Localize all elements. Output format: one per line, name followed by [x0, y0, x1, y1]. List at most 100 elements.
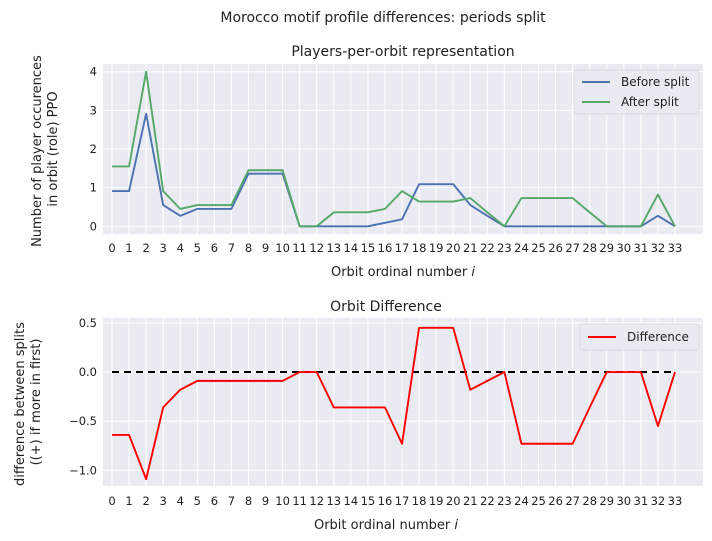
- x-tick-label: 14: [344, 494, 359, 508]
- x-tick-label: 22: [480, 241, 495, 255]
- x-tick-label: 17: [395, 241, 410, 255]
- x-tick-label: 31: [634, 241, 649, 255]
- bottom-y-axis-label-line1: difference between splits: [13, 322, 28, 486]
- x-tick-label: 30: [616, 241, 631, 255]
- bottom-chart-title: Orbit Difference: [330, 299, 442, 315]
- x-tick-label: 31: [634, 494, 649, 508]
- top-legend-label-after: After split: [621, 95, 679, 109]
- x-tick-label: 12: [309, 494, 324, 508]
- bottom-x-ticks: 0 1 2 3 4 5 6 7 8 9 10 11 12 13 14 15 16 17 18 19 20 21 22 23 24…: [108, 494, 682, 508]
- x-tick-label: 22: [480, 494, 495, 508]
- x-tick-label: 6: [211, 494, 218, 508]
- y-tick-label: 0: [90, 219, 97, 233]
- x-tick-label: 11: [292, 241, 307, 255]
- x-tick-label: 7: [228, 494, 235, 508]
- x-tick-label: 27: [565, 494, 580, 508]
- x-tick-label: 32: [651, 241, 666, 255]
- x-tick-label: 0: [108, 241, 115, 255]
- bottom-chart: 0 1 2 3 4 5 6 7 8 9 10 11 12 13 14 15 16 17 18 19 20 21 22 23 24…: [13, 299, 703, 533]
- x-tick-label: 14: [344, 241, 359, 255]
- x-tick-label: 4: [177, 494, 184, 508]
- x-tick-label: 9: [262, 241, 269, 255]
- x-tick-label: 15: [361, 494, 376, 508]
- x-tick-label: 10: [275, 241, 290, 255]
- x-tick-label: 13: [326, 494, 341, 508]
- bottom-legend: Difference: [579, 323, 700, 351]
- top-chart: 0 1 2 3 4 5 6 7 8 9 10 11 12 13 14 15 16 17 18 19 20 21 22 23 24…: [30, 44, 703, 280]
- bottom-y-axis-label-line2: ((+) if more in first): [29, 339, 44, 466]
- x-tick-label: 23: [497, 494, 512, 508]
- y-tick-label: 0.0: [79, 365, 97, 379]
- x-tick-label: 19: [429, 494, 444, 508]
- top-y-axis-label: Number of player occurences in orbit (ro…: [30, 51, 61, 247]
- series-line-difference: [112, 326, 676, 481]
- x-tick-label: 28: [582, 241, 597, 255]
- x-tick-label: 25: [531, 241, 546, 255]
- x-tick-label: 30: [616, 494, 631, 508]
- bottom-legend-label-difference: Difference: [627, 330, 689, 344]
- x-tick-label: 3: [160, 494, 167, 508]
- x-tick-label: 3: [160, 241, 167, 255]
- x-tick-label: 0: [108, 494, 115, 508]
- x-tick-label: 9: [262, 494, 269, 508]
- top-series-lines: [112, 70, 676, 228]
- x-tick-label: 24: [514, 494, 529, 508]
- x-tick-label: 24: [514, 241, 529, 255]
- x-tick-label: 7: [228, 241, 235, 255]
- x-tick-label: 8: [245, 494, 252, 508]
- series-line-before-split: [112, 112, 676, 228]
- x-tick-label: 18: [412, 241, 427, 255]
- x-tick-label: 21: [463, 241, 478, 255]
- top-chart-title: Players-per-orbit representation: [291, 44, 514, 60]
- x-tick-label: 26: [548, 241, 563, 255]
- top-legend-label-before: Before split: [621, 75, 690, 89]
- x-tick-label: 13: [326, 241, 341, 255]
- figure-suptitle: Morocco motif profile differences: perio…: [220, 10, 546, 26]
- x-tick-label: 25: [531, 494, 546, 508]
- top-y-axis-label-line1: Number of player occurences: [30, 55, 45, 247]
- bottom-legend-box: [579, 323, 700, 351]
- top-y-ticks: 0 1 2 3 4: [90, 65, 97, 234]
- top-x-ticks: 0 1 2 3 4 5 6 7 8 9 10 11 12 13 14 15 16 17 18 19 20 21 22 23 24…: [108, 241, 682, 255]
- y-tick-label: 0.5: [79, 316, 97, 330]
- x-tick-label: 16: [378, 494, 393, 508]
- x-tick-label: 12: [309, 241, 324, 255]
- x-tick-label: 4: [177, 241, 184, 255]
- x-tick-label: 32: [651, 494, 666, 508]
- x-tick-label: 16: [378, 241, 393, 255]
- top-y-axis-label-line2: in orbit (role) PPO: [46, 91, 61, 206]
- x-tick-label: 26: [548, 494, 563, 508]
- y-tick-label: 1: [90, 181, 97, 195]
- y-tick-label: 4: [90, 65, 97, 79]
- x-tick-label: 29: [599, 494, 614, 508]
- x-tick-label: 2: [142, 494, 149, 508]
- x-tick-label: 6: [211, 241, 218, 255]
- x-tick-label: 5: [194, 494, 201, 508]
- x-tick-label: 1: [125, 494, 132, 508]
- top-legend: Before split After split: [573, 69, 700, 115]
- y-tick-label: 2: [90, 142, 97, 156]
- bottom-y-ticks: −1.0 −0.5 0.0 0.5: [69, 316, 97, 477]
- x-tick-label: 10: [275, 494, 290, 508]
- x-tick-label: 18: [412, 494, 427, 508]
- top-x-axis-label: Orbit ordinal number i: [331, 265, 475, 280]
- bottom-y-axis-label: difference between splits ((+) if more i…: [13, 318, 44, 486]
- x-tick-label: 33: [668, 494, 683, 508]
- y-tick-label: −1.0: [69, 463, 97, 477]
- x-tick-label: 21: [463, 494, 478, 508]
- x-tick-label: 1: [125, 241, 132, 255]
- y-tick-label: 3: [90, 103, 97, 117]
- x-tick-label: 29: [599, 241, 614, 255]
- x-tick-label: 19: [429, 241, 444, 255]
- bottom-series-lines: [112, 326, 676, 481]
- bottom-x-axis-label: Orbit ordinal number i: [314, 518, 458, 533]
- x-tick-label: 27: [565, 241, 580, 255]
- x-tick-label: 8: [245, 241, 252, 255]
- x-tick-label: 20: [446, 241, 461, 255]
- x-tick-label: 17: [395, 494, 410, 508]
- y-tick-label: −0.5: [69, 414, 97, 428]
- x-tick-label: 20: [446, 494, 461, 508]
- x-tick-label: 28: [582, 494, 597, 508]
- x-tick-label: 15: [361, 241, 376, 255]
